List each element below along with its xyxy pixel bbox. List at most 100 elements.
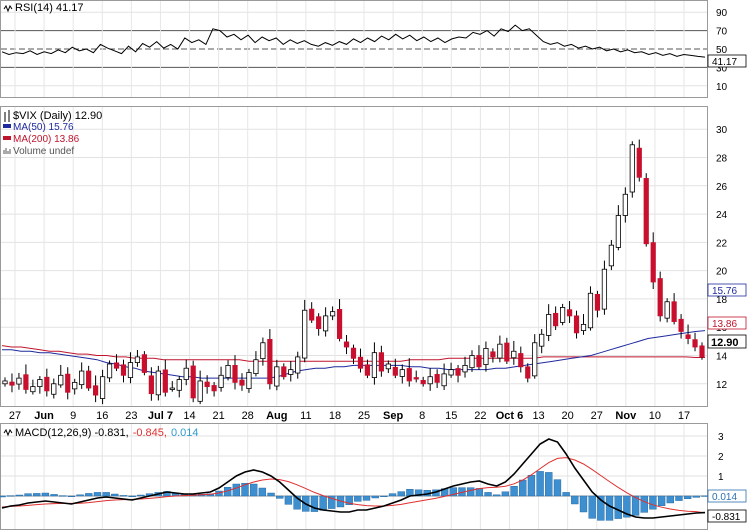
rsi-title: RSI(14) 41.17 — [15, 2, 83, 14]
candle-body-up — [99, 376, 106, 399]
price-tick-label: 20 — [716, 267, 728, 278]
volume-bars-icon — [3, 148, 11, 154]
macd-legend-hist: 0.014 — [171, 427, 199, 439]
candle — [608, 239, 614, 271]
candle-body-up — [127, 362, 134, 378]
macd-histogram-bar — [666, 495, 674, 504]
rsi-tick-label: 70 — [716, 27, 728, 38]
candle — [155, 365, 161, 401]
price-tick-label: 18 — [716, 295, 728, 306]
price-tick-label: 28 — [716, 154, 728, 165]
macd-histogram-bar — [267, 492, 275, 497]
candle — [699, 342, 705, 360]
candle-body-down — [413, 377, 419, 380]
macd-histogram-bar — [232, 483, 241, 497]
macd-histogram-bar — [553, 479, 562, 497]
macd-histogram-bar — [345, 495, 353, 506]
candle-body-down — [357, 356, 364, 369]
candle-body-up — [274, 366, 280, 387]
macd-histogram-bar — [510, 486, 518, 497]
macd-histogram-bar — [380, 495, 388, 498]
candle — [385, 360, 391, 374]
macd-histogram-bar — [85, 493, 93, 497]
rsi-tick-label: 50 — [716, 45, 728, 56]
candle — [560, 303, 566, 326]
macd-histogram-bar — [128, 495, 136, 498]
candle — [448, 362, 454, 378]
candle — [371, 342, 378, 385]
macd-histogram-bar — [328, 495, 336, 509]
candle-body-up — [622, 193, 628, 216]
macd-histogram-bar — [484, 492, 492, 497]
macd-tick-label: 2 — [718, 452, 724, 463]
x-tick-label: Jul 7 — [148, 410, 173, 422]
candle — [183, 359, 189, 386]
candle-body-down — [113, 362, 120, 369]
candle-body-up — [532, 342, 538, 377]
candle-body-down — [650, 242, 656, 283]
rsi-tick-label: 30 — [716, 63, 728, 74]
candle-body-down — [350, 347, 357, 359]
macd-histogram-bar — [501, 491, 510, 497]
macd-histogram-bar — [657, 495, 666, 507]
candle — [685, 324, 691, 345]
ma200-value-label: 13.86 — [712, 319, 737, 330]
macd-histogram-bar — [579, 495, 588, 513]
price-tick-label: 22 — [716, 238, 728, 249]
candle-body-up — [511, 350, 517, 359]
macd-histogram — [0, 471, 709, 521]
macd-histogram-bar — [466, 487, 475, 497]
candle — [546, 304, 552, 342]
candle — [260, 337, 266, 366]
x-tick-label: 23 — [125, 410, 137, 422]
x-tick-label: 28 — [242, 410, 254, 422]
ma50-value-box — [707, 283, 747, 297]
candle — [336, 299, 343, 342]
macd-histogram-bar — [649, 495, 657, 510]
candle-body-down — [281, 366, 287, 378]
x-tick-label: 13 — [532, 410, 544, 422]
macd-value-tag: -0.831 — [707, 509, 747, 523]
candle-body-down — [239, 379, 245, 386]
last-price-label: 12.90 — [711, 337, 739, 349]
candle-body-up — [2, 380, 8, 385]
candle-body-down — [476, 355, 482, 368]
candle-body-up — [169, 387, 175, 390]
candle-body-down — [566, 309, 573, 317]
candle-body-down — [699, 345, 705, 358]
macd-histogram-bar — [449, 487, 457, 497]
candle-body-up — [608, 244, 614, 267]
candle — [2, 377, 8, 387]
candle — [218, 366, 224, 392]
macd-histogram-bar — [24, 493, 32, 497]
candle-body-up — [51, 383, 57, 395]
candle — [462, 356, 468, 378]
candle — [636, 139, 642, 182]
macd-histogram-bar — [15, 494, 24, 497]
x-tick-label: 15 — [445, 410, 457, 422]
candle-body-up — [72, 381, 78, 390]
macd-histogram-bar — [623, 495, 631, 518]
candle — [9, 373, 15, 393]
last-price-tag: 12.90 — [707, 334, 747, 349]
candle — [113, 354, 120, 372]
candle — [657, 271, 663, 322]
macd-histogram-bar — [614, 495, 622, 519]
macd-histogram-bar — [293, 495, 301, 510]
candle-body-up — [260, 342, 266, 360]
candle-body-up — [288, 369, 294, 375]
candle — [692, 332, 698, 352]
x-tick-label: 18 — [329, 410, 341, 422]
candle-body-up — [629, 144, 635, 193]
candle-body-down — [518, 353, 524, 368]
candle — [329, 306, 336, 321]
candle-body-down — [336, 308, 343, 339]
candle-body-up — [197, 380, 203, 402]
candle-body-down — [23, 374, 29, 390]
macd-histogram-bar — [93, 492, 102, 497]
macd-histogram-bar — [527, 475, 536, 497]
candle — [37, 376, 43, 394]
candle-body-down — [434, 374, 440, 383]
candle-body-up — [323, 315, 329, 332]
candle-body-up — [253, 359, 259, 375]
